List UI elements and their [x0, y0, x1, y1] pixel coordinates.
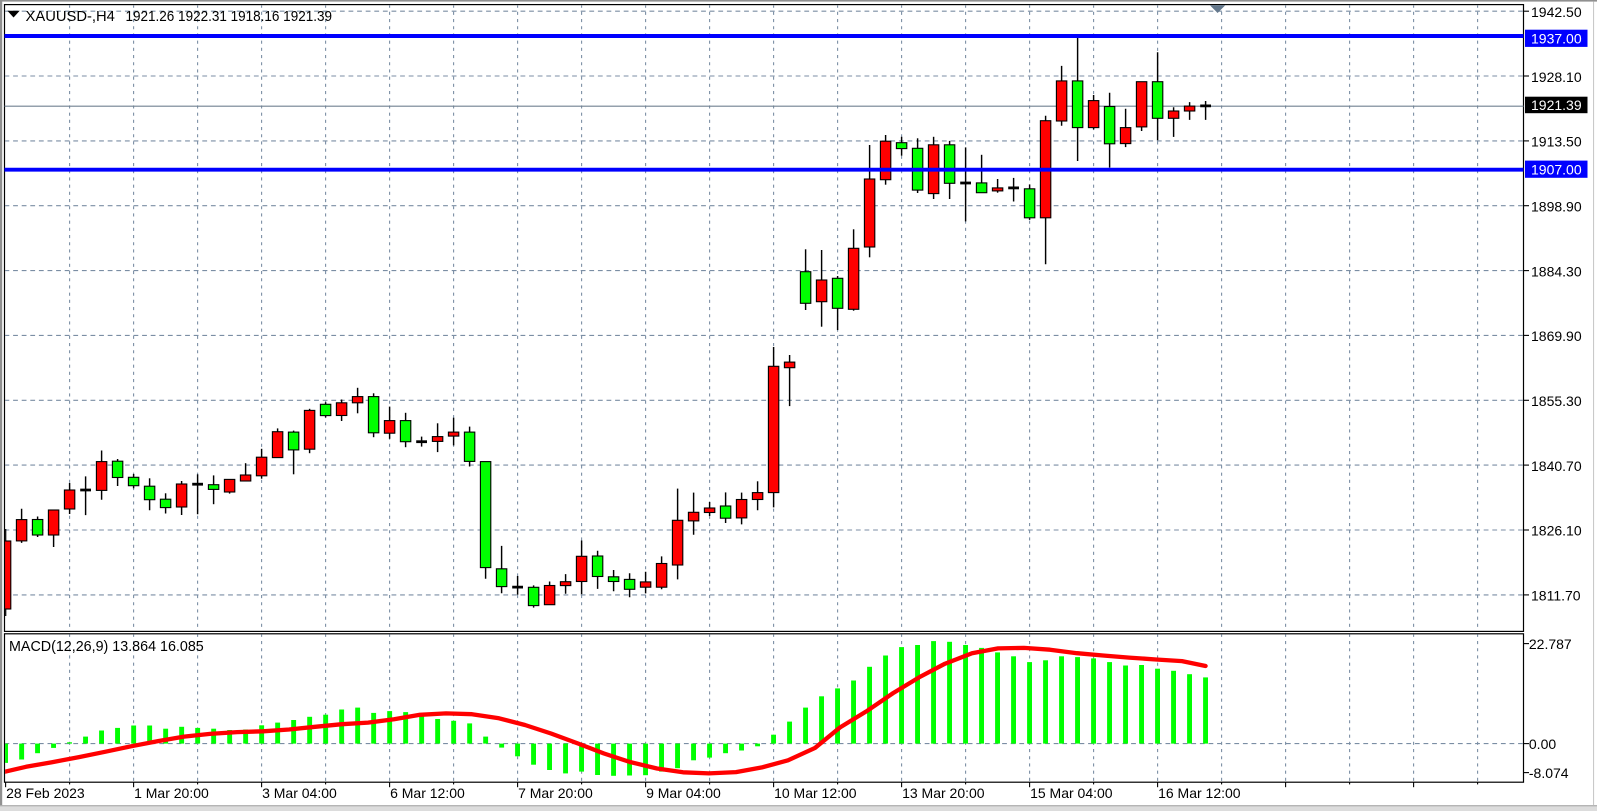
svg-text:1869.90: 1869.90 — [1531, 328, 1582, 344]
svg-text:1884.30: 1884.30 — [1531, 263, 1582, 279]
svg-text:1898.90: 1898.90 — [1531, 198, 1582, 214]
svg-text:16 Mar 12:00: 16 Mar 12:00 — [1158, 785, 1241, 801]
svg-text:22.787: 22.787 — [1529, 636, 1572, 652]
svg-text:1942.50: 1942.50 — [1531, 4, 1582, 20]
svg-text:MACD(12,26,9) 13.864 16.085: MACD(12,26,9) 13.864 16.085 — [9, 639, 204, 655]
svg-text:1907.00: 1907.00 — [1531, 161, 1582, 177]
svg-text:1921.39: 1921.39 — [1531, 97, 1582, 113]
svg-text:7 Mar 20:00: 7 Mar 20:00 — [518, 785, 593, 801]
svg-text:XAUUSD-,H4: XAUUSD-,H4 — [26, 8, 115, 25]
svg-text:1 Mar 20:00: 1 Mar 20:00 — [134, 785, 209, 801]
svg-text:10 Mar 12:00: 10 Mar 12:00 — [774, 785, 857, 801]
svg-text:9 Mar 04:00: 9 Mar 04:00 — [646, 785, 721, 801]
svg-text:1840.70: 1840.70 — [1531, 458, 1582, 474]
svg-text:0.00: 0.00 — [1529, 736, 1556, 752]
svg-text:6 Mar 12:00: 6 Mar 12:00 — [390, 785, 465, 801]
svg-text:1921.26 1922.31 1918.16 1921.3: 1921.26 1922.31 1918.16 1921.39 — [126, 8, 333, 25]
svg-text:15 Mar 04:00: 15 Mar 04:00 — [1030, 785, 1113, 801]
svg-text:1811.70: 1811.70 — [1531, 588, 1581, 604]
svg-text:13 Mar 20:00: 13 Mar 20:00 — [902, 785, 985, 801]
svg-text:-8.074: -8.074 — [1529, 765, 1569, 781]
svg-text:3 Mar 04:00: 3 Mar 04:00 — [262, 785, 337, 801]
svg-text:1826.10: 1826.10 — [1531, 523, 1582, 539]
svg-text:28 Feb 2023: 28 Feb 2023 — [6, 785, 85, 801]
svg-text:1855.30: 1855.30 — [1531, 393, 1582, 409]
svg-text:1937.00: 1937.00 — [1531, 30, 1582, 46]
svg-text:1913.50: 1913.50 — [1531, 134, 1582, 150]
svg-text:1928.10: 1928.10 — [1531, 69, 1582, 85]
